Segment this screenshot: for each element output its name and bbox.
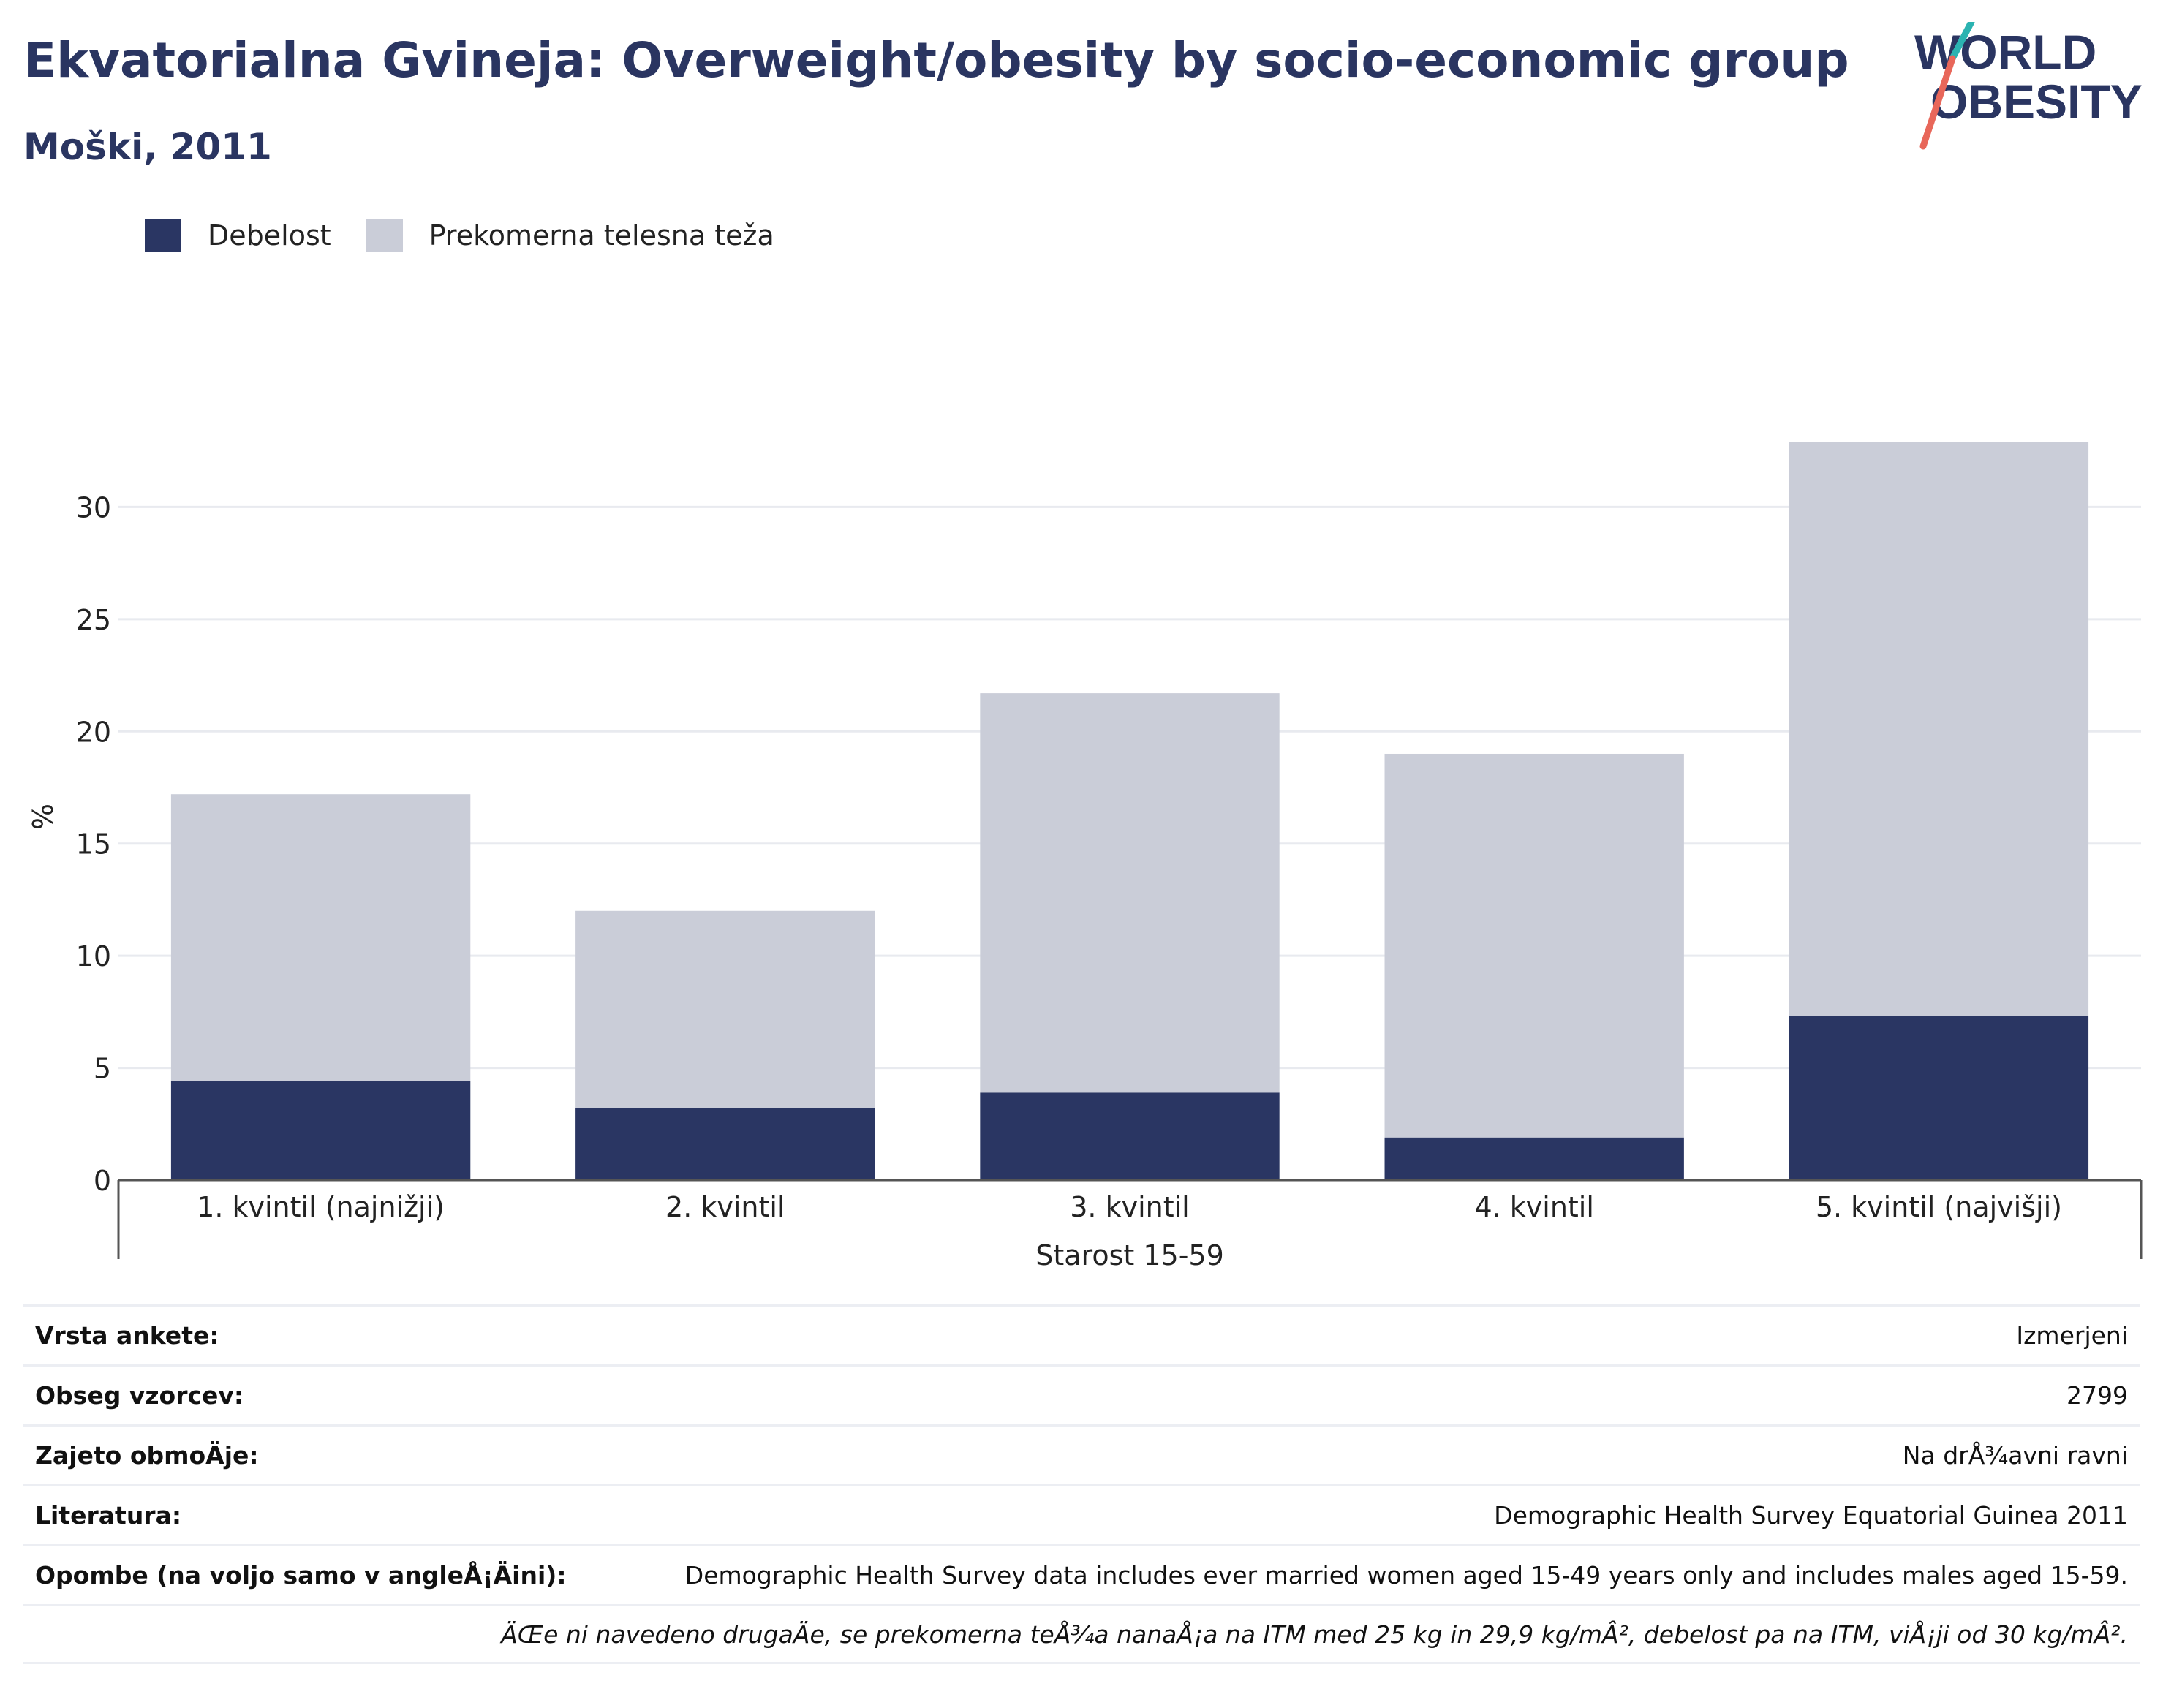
info-row-reference: Literatura: Demographic Health Survey Eq… bbox=[23, 1484, 2140, 1544]
info-row-coverage: Zajeto obmoÄje: Na drÅ¾avni ravni bbox=[23, 1424, 2140, 1484]
logo-slash-teal bbox=[1949, 22, 1975, 62]
info-label: Vrsta ankete: bbox=[35, 1321, 219, 1350]
info-label: Obseg vzorcev: bbox=[35, 1381, 244, 1410]
y-tick-label: 25 bbox=[76, 604, 111, 636]
x-tick-label: 2. kvintil bbox=[665, 1191, 785, 1223]
info-value: Demographic Health Survey data includes … bbox=[684, 1561, 2128, 1590]
info-value: Demographic Health Survey Equatorial Gui… bbox=[1494, 1501, 2128, 1530]
info-value: Na drÅ¾avni ravni bbox=[1902, 1441, 2128, 1470]
y-tick-label: 5 bbox=[94, 1053, 111, 1085]
bar-prekomerna-2 bbox=[575, 910, 875, 1108]
x-tick-label: 4. kvintil bbox=[1474, 1191, 1594, 1223]
y-tick-label: 20 bbox=[76, 716, 111, 748]
legend-swatch-debelost bbox=[145, 219, 181, 252]
world-obesity-logo: WORLD OBESITY bbox=[1914, 22, 2143, 150]
bar-debelost-3 bbox=[980, 1092, 1280, 1180]
y-tick-label: 10 bbox=[76, 940, 111, 972]
info-row-sample-size: Obseg vzorcev: 2799 bbox=[23, 1364, 2140, 1424]
y-tick-label: 15 bbox=[76, 828, 111, 861]
chart-legend: Debelost Prekomerna telesna teža bbox=[145, 215, 809, 256]
info-row-survey-type: Vrsta ankete: Izmerjeni bbox=[23, 1304, 2140, 1364]
bar-debelost-4 bbox=[1384, 1137, 1684, 1180]
bar-debelost-2 bbox=[575, 1108, 875, 1180]
legend-label-debelost: Debelost bbox=[208, 219, 331, 252]
y-axis-label: % bbox=[27, 804, 59, 830]
bar-prekomerna-5 bbox=[1789, 442, 2089, 1016]
survey-info-table: Vrsta ankete: Izmerjeni Obseg vzorcev: 2… bbox=[23, 1304, 2140, 1664]
x-tick-label: 3. kvintil bbox=[1070, 1191, 1190, 1223]
info-value: 2799 bbox=[2066, 1381, 2128, 1410]
legend-swatch-prekomerna bbox=[366, 219, 403, 252]
info-row-definition: ÄŒe ni navedeno drugaÄe, se prekomerna t… bbox=[23, 1604, 2140, 1664]
bar-debelost-1 bbox=[170, 1081, 471, 1180]
legend-item-prekomerna[interactable]: Prekomerna telesna teža bbox=[366, 219, 774, 252]
logo-slash-coral bbox=[1919, 55, 1956, 150]
info-row-notes: Opombe (na voljo samo v angleÅ¡Äini): De… bbox=[23, 1544, 2140, 1604]
y-tick-label: 0 bbox=[94, 1165, 111, 1197]
logo-line2: OBESITY bbox=[1930, 75, 2143, 129]
bar-debelost-5 bbox=[1789, 1016, 2089, 1180]
y-tick-label: 30 bbox=[76, 491, 111, 524]
x-tick-label: 1. kvintil (najnižji) bbox=[197, 1191, 445, 1223]
info-label: Opombe (na voljo samo v angleÅ¡Äini): bbox=[35, 1561, 567, 1590]
chart-subtitle: Moški, 2011 bbox=[23, 126, 272, 168]
legend-item-debelost[interactable]: Debelost bbox=[145, 219, 331, 252]
info-label: Zajeto obmoÄje: bbox=[35, 1441, 259, 1470]
info-value: Izmerjeni bbox=[2016, 1321, 2128, 1350]
bar-chart: 0 5 10 15 20 25 30% 1. kvintil (najnižji) 2. kvi… bbox=[27, 442, 2143, 1271]
bar-prekomerna-1 bbox=[170, 794, 471, 1081]
info-label: Literatura: bbox=[35, 1501, 182, 1530]
legend-label-prekomerna: Prekomerna telesna teža bbox=[429, 219, 774, 252]
logo-line1: WORLD bbox=[1914, 25, 2096, 79]
x-axis-label: Starost 15-59 bbox=[1035, 1239, 1224, 1271]
chart-title: Ekvatorialna Gvineja: Overweight/obesity… bbox=[23, 32, 1849, 88]
x-tick-label: 5. kvintil (najvišji) bbox=[1816, 1191, 2062, 1223]
bar-prekomerna-4 bbox=[1384, 753, 1684, 1138]
bar-prekomerna-3 bbox=[980, 693, 1280, 1093]
info-note: ÄŒe ni navedeno drugaÄe, se prekomerna t… bbox=[501, 1620, 2128, 1649]
